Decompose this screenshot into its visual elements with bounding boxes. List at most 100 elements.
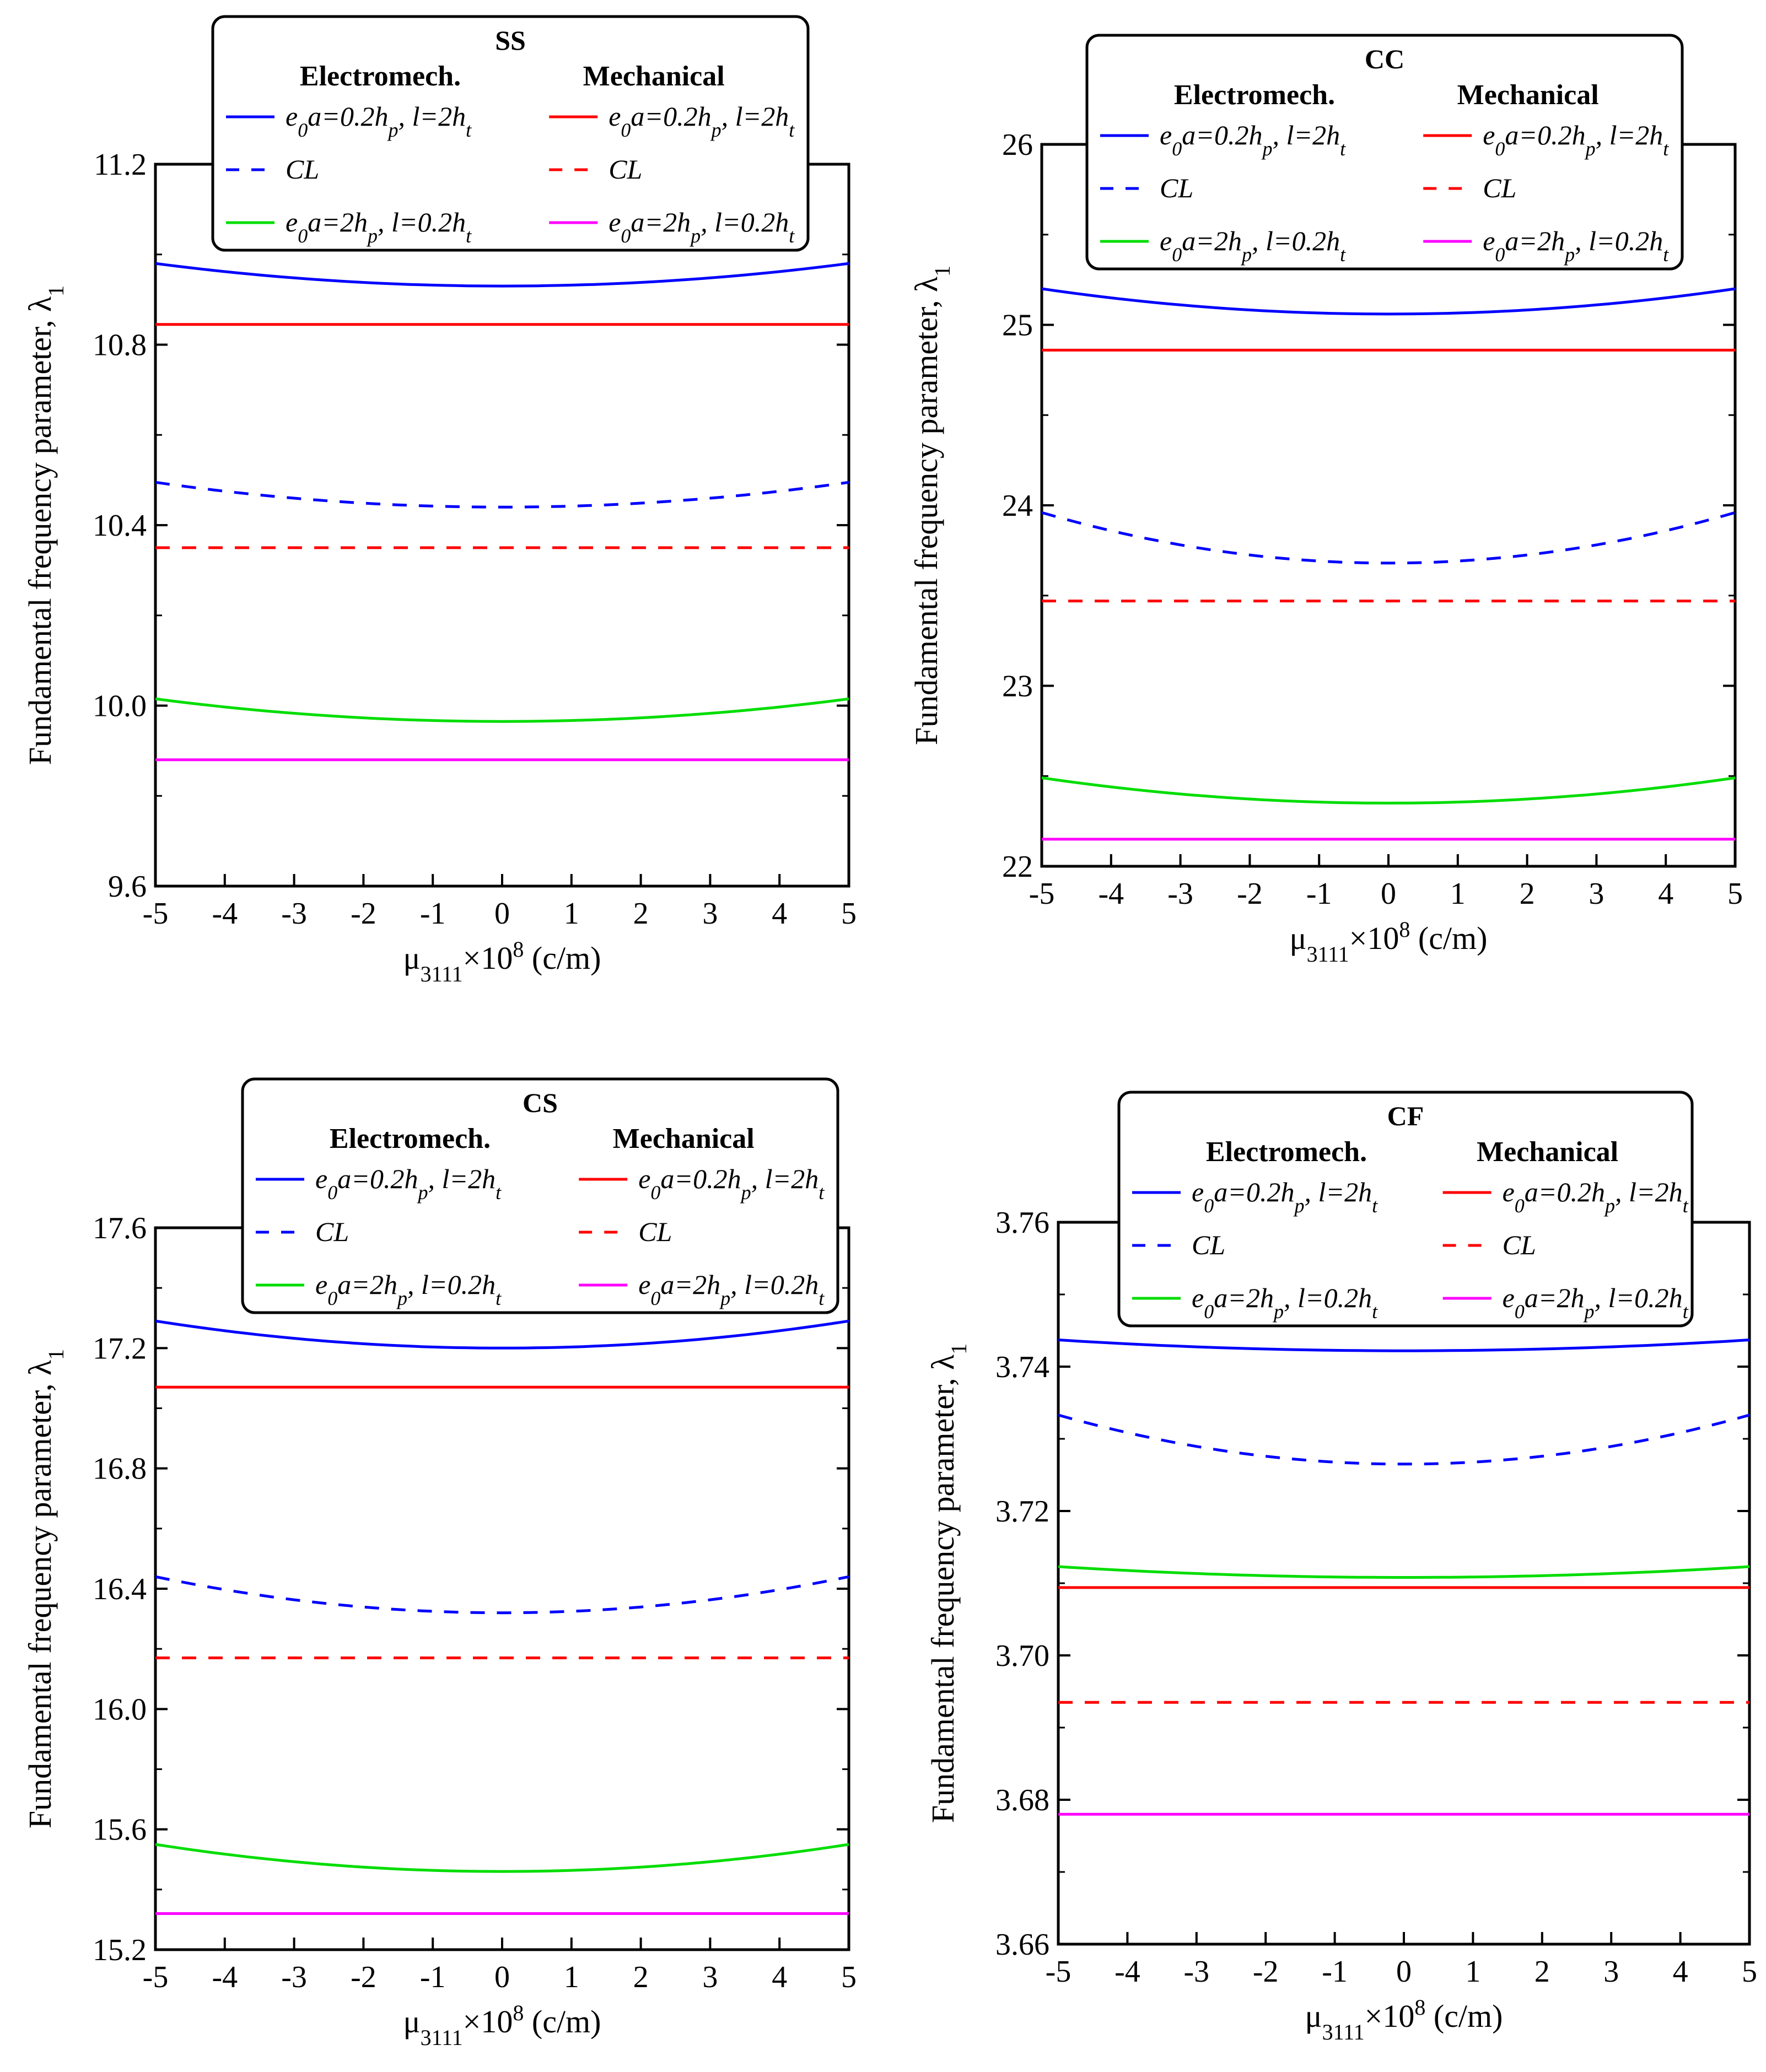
legend-text-part: a=0.2h [1505,120,1585,150]
legend-subscript: p [689,225,701,247]
y-tick-label: 3.68 [995,1783,1049,1817]
legend-text-part: , l=2h [428,1163,496,1194]
x-tick-label: -5 [1029,877,1055,911]
legend-text-part: , l=2h [1596,120,1663,150]
legend-entry-me-2: e0a=2hp, l=0.2ht [1503,1282,1689,1323]
legend-subscript: t [1340,138,1346,160]
legend-text-part: e [1160,225,1172,256]
x-tick-label: 3 [702,1960,718,1994]
y-axis-label: Fundamental frequency parameter, λ1 [925,1343,971,1823]
series-line-0 [155,1319,849,1350]
x-tick-label: -2 [351,897,376,931]
x-tick-label: 4 [1673,1955,1688,1989]
y-axis-label-sub: 1 [930,266,955,277]
legend-entry-me-1: CL [638,1216,672,1247]
legend-text-part: e [638,1269,650,1300]
legend-subscript: p [416,1181,428,1204]
legend-subscript: t [466,225,472,247]
legend-head-electromech: Electromech. [330,1123,491,1154]
legend-text-part: a=2h [337,1269,397,1300]
x-tick-label: 2 [633,897,649,931]
legend-text-part: , l=2h [398,101,466,132]
x-tick-label: -4 [1098,877,1124,911]
legend-entry-me-1: CL [1483,172,1516,203]
x-tick-label: 4 [772,897,787,931]
x-tick-label: -1 [1322,1955,1348,1989]
legend-subscript: t [1663,138,1669,160]
legend-head-electromech: Electromech. [300,61,461,92]
legend-text-part: , l=0.2h [730,1269,819,1300]
legend-text-part: e [1483,225,1495,256]
legend-subscript: 0 [621,119,631,141]
legend-text-part: , l=2h [722,101,789,132]
y-tick-label: 10.8 [93,328,147,363]
legend-subscript: 0 [621,225,631,247]
y-tick-label: 3.70 [995,1639,1049,1673]
legend-entry-me-2: e0a=2hp, l=0.2ht [638,1269,825,1309]
plot-frame [154,163,850,888]
y-axis-label-sub: 1 [44,285,68,296]
legend-subscript: p [1261,138,1272,160]
x-tick-label: 3 [1603,1955,1619,1989]
y-tick-label: 25 [1002,309,1033,343]
legend-text-part: a=2h [631,207,691,238]
legend-subscript: t [789,225,795,247]
x-tick-label: 4 [772,1960,787,1994]
legend-entry-em-1: CL [1192,1229,1225,1260]
y-tick-label: 3.72 [995,1494,1049,1529]
legend-text-part: , l=0.2h [1575,225,1663,256]
legend-subscript: p [740,1181,751,1204]
x-tick-label: 1 [1450,877,1466,911]
x-tick-label: 1 [564,897,579,931]
x-tick-label: 5 [841,897,857,931]
legend-entry-me-0: e0a=0.2hp, l=2ht [609,101,795,141]
x-tick-label: -4 [1114,1955,1140,1989]
x-axis-label-part: 8 [1414,1995,1425,2020]
y-tick-label: 11.2 [94,148,147,182]
y-axis-label: Fundamental frequency parameter, λ1 [22,1349,68,1828]
y-axis-label-main: Fundamental frequency parameter, λ [908,277,944,745]
y-tick-label: 17.6 [93,1211,147,1245]
legend-subscript: 0 [650,1181,660,1204]
legend-subscript: t [1683,1195,1689,1217]
legend-entry-em-0: e0a=0.2hp, l=2ht [1192,1177,1378,1217]
legend-subscript: p [1293,1195,1304,1217]
legend-text-part: e [638,1163,650,1194]
legend-text-part: e [609,207,621,238]
legend-subscript: 0 [1495,138,1505,160]
plot-frame [1057,1221,1751,1946]
legend-subscript: 0 [1515,1195,1525,1217]
series-line-4 [155,697,849,723]
legend-text-part: , l=2h [1615,1177,1683,1207]
legend-text-part: , l=0.2h [701,207,789,238]
x-tick-label: 5 [1727,877,1743,911]
legend-text-part: a=0.2h [1525,1177,1605,1207]
x-axis-label-part: 8 [513,937,524,962]
legend-text-part: , l=0.2h [407,1269,496,1300]
y-axis-label-main: Fundamental frequency parameter, λ [925,1355,961,1823]
legend-subscript: 0 [1172,138,1182,160]
legend-subscript: t [1372,1195,1378,1217]
x-axis-label: μ3111×108 (c/m) [1290,917,1488,967]
x-axis-label-part: 3111 [421,962,463,986]
x-axis-label-part: ×10 [1349,920,1399,956]
legend-subscript: p [1272,1301,1284,1323]
x-tick-label: 5 [1742,1955,1757,1989]
legend-entry-me-1: CL [609,154,642,185]
legend-subscript: p [1240,244,1252,266]
legend-head-mechanical: Mechanical [613,1123,755,1154]
y-tick-label: 26 [1002,128,1033,162]
y-tick-label: 9.6 [108,870,147,904]
legend-subscript: 0 [298,225,308,247]
x-axis-label-part: ×10 [463,2004,513,2039]
x-axis-label-part: μ [1290,920,1307,956]
y-tick-label: 3.76 [995,1206,1049,1240]
x-axis-label: μ3111×108 (c/m) [1305,1995,1503,2044]
legend-box [1085,34,1684,271]
series-line-4 [1041,776,1736,805]
legend-subscript: p [396,1287,407,1309]
legend-subscript: 0 [1495,244,1505,266]
x-axis-label-part: 3111 [1307,942,1349,967]
legend-entry-me-0: e0a=0.2hp, l=2ht [638,1163,825,1204]
